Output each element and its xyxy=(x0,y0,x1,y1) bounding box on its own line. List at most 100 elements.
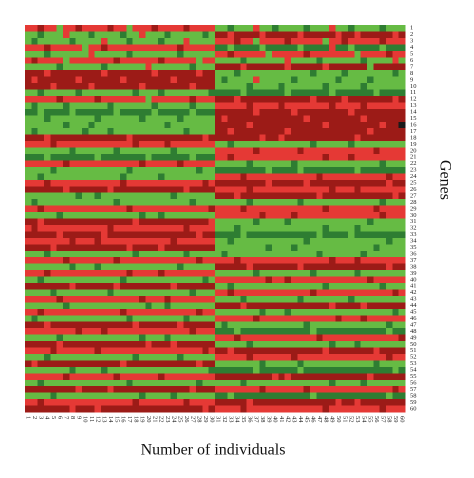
heatmap-cell xyxy=(82,321,89,329)
heatmap-cell xyxy=(392,321,399,329)
heatmap-cell xyxy=(386,44,393,52)
heatmap-cell xyxy=(240,70,247,77)
heatmap-cell xyxy=(234,289,241,297)
heatmap-cell xyxy=(196,289,203,297)
heatmap-cell xyxy=(367,405,374,413)
heatmap-cell xyxy=(367,276,374,284)
heatmap-cell xyxy=(37,121,45,129)
heatmap-cell xyxy=(145,128,152,135)
heatmap-cell xyxy=(316,186,323,193)
heatmap-cell xyxy=(94,405,102,413)
heatmap-cell xyxy=(196,63,203,71)
heatmap-cell xyxy=(177,70,184,77)
heatmap-cell xyxy=(56,25,64,32)
heatmap-cell xyxy=(139,31,146,39)
heatmap-cell xyxy=(335,108,342,116)
heatmap-cell xyxy=(126,25,133,32)
heatmap-cell xyxy=(208,270,216,277)
heatmap-cell xyxy=(297,186,304,193)
heatmap-cell xyxy=(177,115,184,123)
heatmap-cell xyxy=(348,302,355,310)
heatmap-cell xyxy=(265,257,273,264)
heatmap-cell xyxy=(278,379,285,387)
heatmap-cell xyxy=(82,134,89,142)
y-tick-label: 56 xyxy=(410,379,417,386)
heatmap-cell xyxy=(341,63,349,71)
heatmap-cell xyxy=(50,76,57,84)
heatmap-cell xyxy=(386,83,393,90)
heatmap-cell xyxy=(310,321,317,329)
heatmap-cell xyxy=(360,25,368,32)
heatmap-cell xyxy=(386,205,393,213)
heatmap-cell xyxy=(265,173,273,181)
heatmap-cell xyxy=(177,283,184,290)
heatmap-cell xyxy=(392,89,399,97)
heatmap-cell xyxy=(240,141,247,148)
heatmap-cell xyxy=(196,134,203,142)
heatmap-cell xyxy=(107,186,114,193)
heatmap-cell xyxy=(196,283,203,290)
heatmap-cell xyxy=(360,192,368,200)
heatmap-cell xyxy=(265,295,273,303)
heatmap-cell xyxy=(63,141,70,148)
heatmap-cell xyxy=(94,50,102,58)
heatmap-cell xyxy=(341,89,349,97)
heatmap-cell xyxy=(44,321,51,329)
heatmap-cell xyxy=(177,108,184,116)
heatmap-cell xyxy=(329,205,336,213)
heatmap-cell xyxy=(69,57,76,64)
heatmap-cell xyxy=(170,134,178,142)
heatmap-cell xyxy=(31,128,38,135)
heatmap-cell xyxy=(246,134,254,142)
heatmap-cell xyxy=(82,237,89,245)
heatmap-cell xyxy=(329,295,336,303)
heatmap-cell xyxy=(316,315,323,322)
heatmap-cell xyxy=(139,283,146,290)
heatmap-cell xyxy=(259,192,266,200)
heatmap-cell xyxy=(398,160,406,168)
heatmap-cell xyxy=(234,231,241,239)
heatmap-cell xyxy=(303,392,311,400)
heatmap-cell xyxy=(25,283,32,290)
heatmap-cell xyxy=(139,224,146,232)
heatmap-cell xyxy=(113,257,121,264)
heatmap-cell xyxy=(253,308,260,316)
heatmap-cell xyxy=(259,295,266,303)
heatmap-cell xyxy=(227,134,235,142)
heatmap-cell xyxy=(392,302,399,310)
y-tick-label: 8 xyxy=(410,70,413,77)
heatmap-cell xyxy=(75,218,83,226)
heatmap-cell xyxy=(348,70,355,77)
heatmap-cell xyxy=(278,50,285,58)
heatmap-cell xyxy=(107,199,114,206)
heatmap-cell xyxy=(158,341,165,348)
heatmap-cell xyxy=(259,108,266,116)
heatmap-cell xyxy=(101,399,108,406)
heatmap-cell xyxy=(297,302,304,310)
heatmap-cell xyxy=(69,276,76,284)
heatmap-cell xyxy=(272,224,279,232)
y-tick-label: 19 xyxy=(410,141,417,148)
heatmap-cell xyxy=(341,102,349,110)
heatmap-cell xyxy=(107,147,114,155)
heatmap-cell xyxy=(322,31,330,39)
heatmap-cell xyxy=(132,399,140,406)
heatmap-cell xyxy=(360,341,368,348)
heatmap-cell xyxy=(348,405,355,413)
heatmap-cell xyxy=(126,366,133,374)
heatmap-cell xyxy=(25,134,32,142)
heatmap-cell xyxy=(208,218,216,226)
heatmap-cell xyxy=(25,399,32,406)
heatmap-cell xyxy=(164,263,171,271)
heatmap-cell xyxy=(284,276,292,284)
y-tick-label: 17 xyxy=(410,128,417,135)
heatmap-cell xyxy=(113,134,121,142)
heatmap-cell xyxy=(379,302,387,310)
heatmap-cell xyxy=(94,366,102,374)
heatmap-cell xyxy=(234,166,241,174)
heatmap-cell xyxy=(284,405,292,413)
heatmap-cell xyxy=(329,321,336,329)
heatmap-cell xyxy=(240,76,247,84)
heatmap-cell xyxy=(297,289,304,297)
heatmap-cell xyxy=(82,257,89,264)
